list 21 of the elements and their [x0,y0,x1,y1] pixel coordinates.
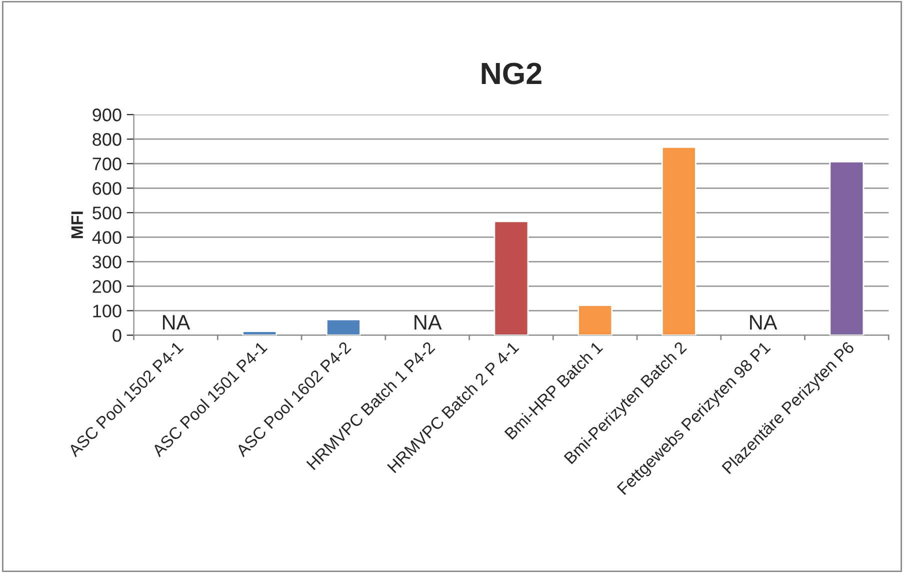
y-tick-label: 400 [92,231,122,244]
bar [661,146,696,336]
bar [578,304,613,336]
y-tick-label: 900 [92,108,122,122]
annotation: NA [162,315,190,330]
chart-title: NG2 [482,62,542,84]
bar [494,220,529,336]
bar [829,160,864,336]
bar [326,318,361,336]
y-axis-title: MFI [71,212,83,238]
y-tick-label: 600 [92,182,122,195]
y-tick-label: 100 [93,304,122,318]
annotation: NA [750,315,778,330]
y-tick-label: 300 [92,256,122,268]
y-tick-label: 0 [112,329,122,342]
annotation: NA [414,315,442,330]
y-tick-label: 200 [92,280,122,293]
y-tick-label: 700 [92,158,122,170]
bar [242,330,278,336]
y-tick-label: 800 [92,133,122,146]
y-tick-label: 500 [92,206,122,220]
